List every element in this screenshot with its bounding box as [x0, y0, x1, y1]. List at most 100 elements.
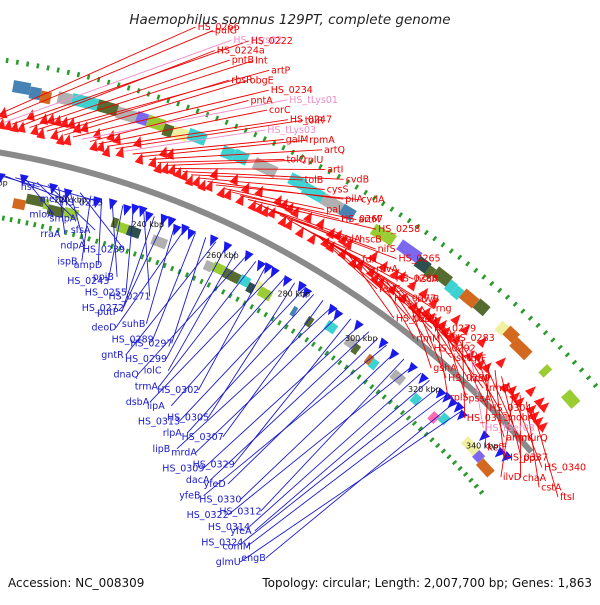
gene-label[interactable]: rplU: [304, 155, 324, 166]
gene-label[interactable]: nifS: [378, 244, 396, 255]
gene-label[interactable]: rng: [436, 304, 452, 315]
gene-label[interactable]: artQ: [324, 145, 345, 156]
gene-label[interactable]: ilvD: [503, 472, 521, 483]
gene-label[interactable]: HS_0313: [138, 416, 180, 427]
gene-label[interactable]: ppx: [523, 453, 541, 464]
tick-dot: [579, 367, 584, 372]
gene-label[interactable]: HS_0340: [544, 463, 586, 474]
gene-label[interactable]: galM: [286, 135, 309, 146]
gene-label[interactable]: sfsA: [71, 225, 91, 236]
gene-label[interactable]: mrdA: [171, 448, 197, 459]
gene-label[interactable]: ftsI: [560, 492, 575, 503]
forward-gene-arrow[interactable]: [204, 178, 216, 192]
tick-dot: [586, 375, 591, 380]
reverse-gene-arrow[interactable]: [350, 320, 364, 334]
gene-label[interactable]: lipA: [147, 401, 165, 412]
leader-line: [234, 319, 351, 465]
gene-label[interactable]: HS_0322: [187, 510, 229, 521]
tick-dot: [406, 415, 411, 420]
gene-label[interactable]: tolB: [305, 175, 324, 186]
gene-label[interactable]: murQ: [521, 433, 548, 444]
reverse-gene-arrow[interactable]: [386, 348, 400, 362]
gene-label[interactable]: smpA: [50, 213, 77, 224]
gene-label[interactable]: cvdB: [346, 174, 369, 185]
gene-label[interactable]: HS_0302: [157, 385, 199, 396]
gene-label[interactable]: pal: [326, 204, 341, 215]
gene-label[interactable]: rraA: [40, 229, 60, 240]
gene-label[interactable]: glmU: [216, 557, 241, 568]
tick-dot: [87, 236, 91, 242]
gene-label[interactable]: rplS: [450, 393, 469, 404]
gene-label[interactable]: HS_0265: [399, 254, 441, 265]
tick-dot: [441, 242, 446, 248]
tick-dot: [429, 437, 434, 442]
gene-label[interactable]: rlpA: [163, 428, 183, 439]
forward-gene-arrow[interactable]: [525, 383, 539, 397]
tick-dot: [277, 320, 282, 326]
kbp-tick-label: 340 kbp: [466, 441, 499, 450]
tick-dot: [67, 70, 71, 75]
gene-label[interactable]: HS_0271: [109, 291, 151, 302]
gene-label[interactable]: tldD: [412, 314, 432, 325]
gene-label[interactable]: iolC: [144, 366, 162, 377]
gene-label[interactable]: HS_0243: [67, 276, 109, 287]
gene-label[interactable]: artM: [358, 215, 380, 226]
gene-label[interactable]: gntR: [101, 350, 124, 361]
gene-label[interactable]: putP: [97, 307, 119, 318]
gene-label[interactable]: comM: [223, 541, 252, 552]
reverse-gene-arrow[interactable]: [106, 198, 118, 211]
gene-label[interactable]: HS_0299: [125, 354, 167, 365]
tick-dot: [311, 341, 316, 347]
leader-line: [240, 411, 462, 562]
forward-gene-arrow[interactable]: [92, 127, 103, 140]
reverse-gene-arrow[interactable]: [404, 362, 418, 376]
leader-line: [210, 332, 369, 480]
gene-label[interactable]: artI: [327, 165, 343, 176]
leader-line: [203, 325, 360, 468]
gene-label[interactable]: engB: [241, 553, 265, 564]
tick-dot: [225, 120, 229, 126]
feature-band: [561, 389, 580, 409]
gene-label[interactable]: corC: [269, 105, 291, 116]
gene-label[interactable]: HS_0239: [83, 245, 125, 256]
gene-label[interactable]: ampD: [74, 260, 102, 271]
gene-label[interactable]: cstA: [541, 482, 562, 493]
gene-label[interactable]: HS_0307: [182, 432, 224, 443]
tick-dot: [457, 466, 462, 471]
gene-label[interactable]: suhB: [122, 319, 146, 330]
reverse-gene-arrow[interactable]: [169, 224, 181, 237]
tick-dot: [263, 312, 268, 318]
gene-label[interactable]: yfeA: [230, 526, 252, 537]
gene-label[interactable]: dnaQ: [114, 370, 139, 381]
gene-label[interactable]: pntB: [232, 55, 254, 66]
gene-label[interactable]: lipB: [153, 444, 171, 455]
gene-label[interactable]: hscA: [415, 274, 438, 285]
gene-label[interactable]: HS_0297: [130, 338, 172, 349]
gene-label[interactable]: HS_0330: [199, 495, 241, 506]
tick-dot: [125, 249, 129, 255]
kbp-tick-label: 320 kbp: [408, 385, 441, 394]
gene-label[interactable]: yfeD: [204, 479, 226, 490]
gene-label[interactable]: cydA: [361, 195, 385, 206]
gene-label[interactable]: deoD: [92, 323, 117, 334]
gene-label[interactable]: hsf: [21, 182, 36, 193]
gene-label[interactable]: pssA: [469, 393, 492, 404]
feature-band: [427, 411, 440, 424]
gene-label[interactable]: yfeB: [179, 491, 200, 502]
reverse-gene-arrow[interactable]: [128, 203, 140, 216]
gene-label[interactable]: HS_0309: [162, 463, 204, 474]
gene-label[interactable]: trmA: [135, 381, 159, 392]
leader-line: [261, 359, 404, 511]
forward-gene-arrow[interactable]: [495, 354, 509, 368]
gene-label[interactable]: HS_0258: [378, 224, 420, 235]
gene-label[interactable]: Int: [255, 56, 268, 67]
gene-label[interactable]: artP: [271, 65, 290, 76]
gene-label[interactable]: ndpA: [60, 241, 85, 252]
tick-dot: [170, 266, 174, 272]
gene-label[interactable]: HS_tLys01: [289, 95, 338, 106]
gene-label[interactable]: tolA: [342, 234, 361, 245]
gene-label[interactable]: lgtF: [468, 354, 486, 365]
reverse-gene-arrow[interactable]: [241, 250, 254, 264]
